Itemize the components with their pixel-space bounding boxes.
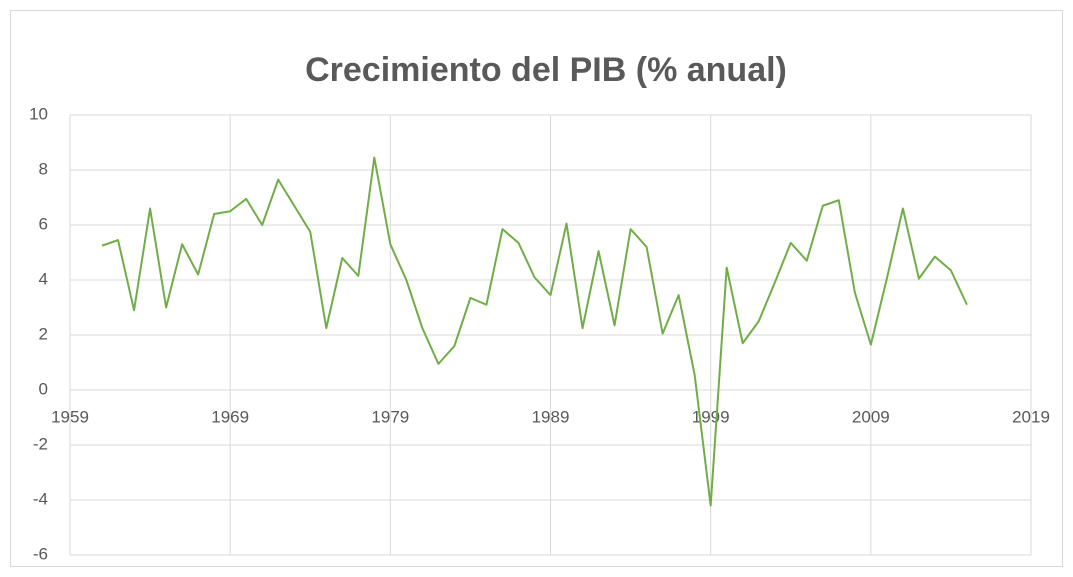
- y-tick-label: 2: [39, 324, 48, 343]
- x-tick-label: 1959: [51, 407, 89, 426]
- x-tick-label: 2009: [852, 407, 890, 426]
- data-line: [101, 156, 968, 507]
- x-tick-label: 1979: [371, 407, 409, 426]
- y-tick-label: -6: [33, 544, 48, 563]
- y-tick-label: -4: [33, 489, 48, 508]
- x-tick-label: 1969: [211, 407, 249, 426]
- y-tick-label: -2: [33, 434, 48, 453]
- y-tick-label: 4: [39, 269, 48, 288]
- y-tick-label: 0: [39, 379, 48, 398]
- y-tick-label: 6: [39, 214, 48, 233]
- x-tick-label: 1989: [532, 407, 570, 426]
- chart-title: Crecimiento del PIB (% anual): [305, 51, 787, 89]
- y-tick-label: 10: [29, 104, 48, 123]
- x-tick-label: 1999: [692, 407, 730, 426]
- y-tick-label: 8: [39, 159, 48, 178]
- x-tick-label: 2019: [1012, 407, 1050, 426]
- chart-border: [10, 10, 1063, 567]
